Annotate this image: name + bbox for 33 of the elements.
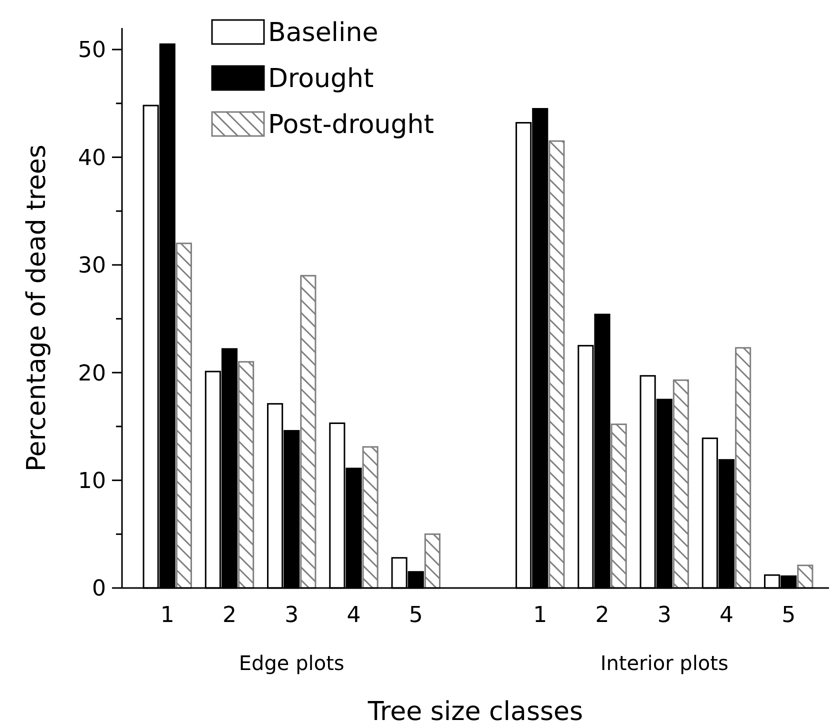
bar [548, 140, 565, 589]
y-tick-label: 30 [78, 254, 106, 279]
bar [362, 446, 378, 589]
x-tick-label: 4 [346, 603, 361, 628]
y-tick-label: 20 [78, 361, 106, 386]
text: Edge plots [238, 651, 344, 675]
x-axis-title: Tree size classes [366, 697, 584, 727]
y-tick-label: 40 [78, 146, 106, 171]
x-tick-label: 2 [595, 603, 610, 628]
x-tick-label: 5 [408, 603, 423, 628]
bar [610, 424, 627, 589]
bar [424, 533, 440, 589]
y-axis-title: Percentage of dead trees [22, 144, 52, 472]
bar [300, 274, 316, 589]
x-tick-label: 3 [657, 603, 672, 628]
y-tick-label: 10 [78, 469, 106, 494]
bar [672, 379, 689, 589]
x-tick-label: 4 [719, 603, 734, 628]
bar [238, 361, 254, 589]
text: Interior plots [600, 651, 728, 675]
bar [797, 564, 814, 589]
x-tick-label: 3 [284, 603, 299, 628]
legend-label: Baseline [268, 18, 378, 48]
x-tick-label: 2 [222, 603, 237, 628]
x-tick-label: 5 [782, 603, 796, 628]
y-tick-label: 0 [92, 576, 106, 602]
legend-label: Post-drought [268, 110, 434, 140]
x-tick-label: 1 [160, 603, 174, 628]
bar [176, 242, 192, 589]
y-tick-label: 50 [78, 38, 106, 64]
bar [735, 347, 752, 589]
legend-label: Drought [268, 64, 374, 94]
x-tick-label: 1 [533, 603, 548, 628]
